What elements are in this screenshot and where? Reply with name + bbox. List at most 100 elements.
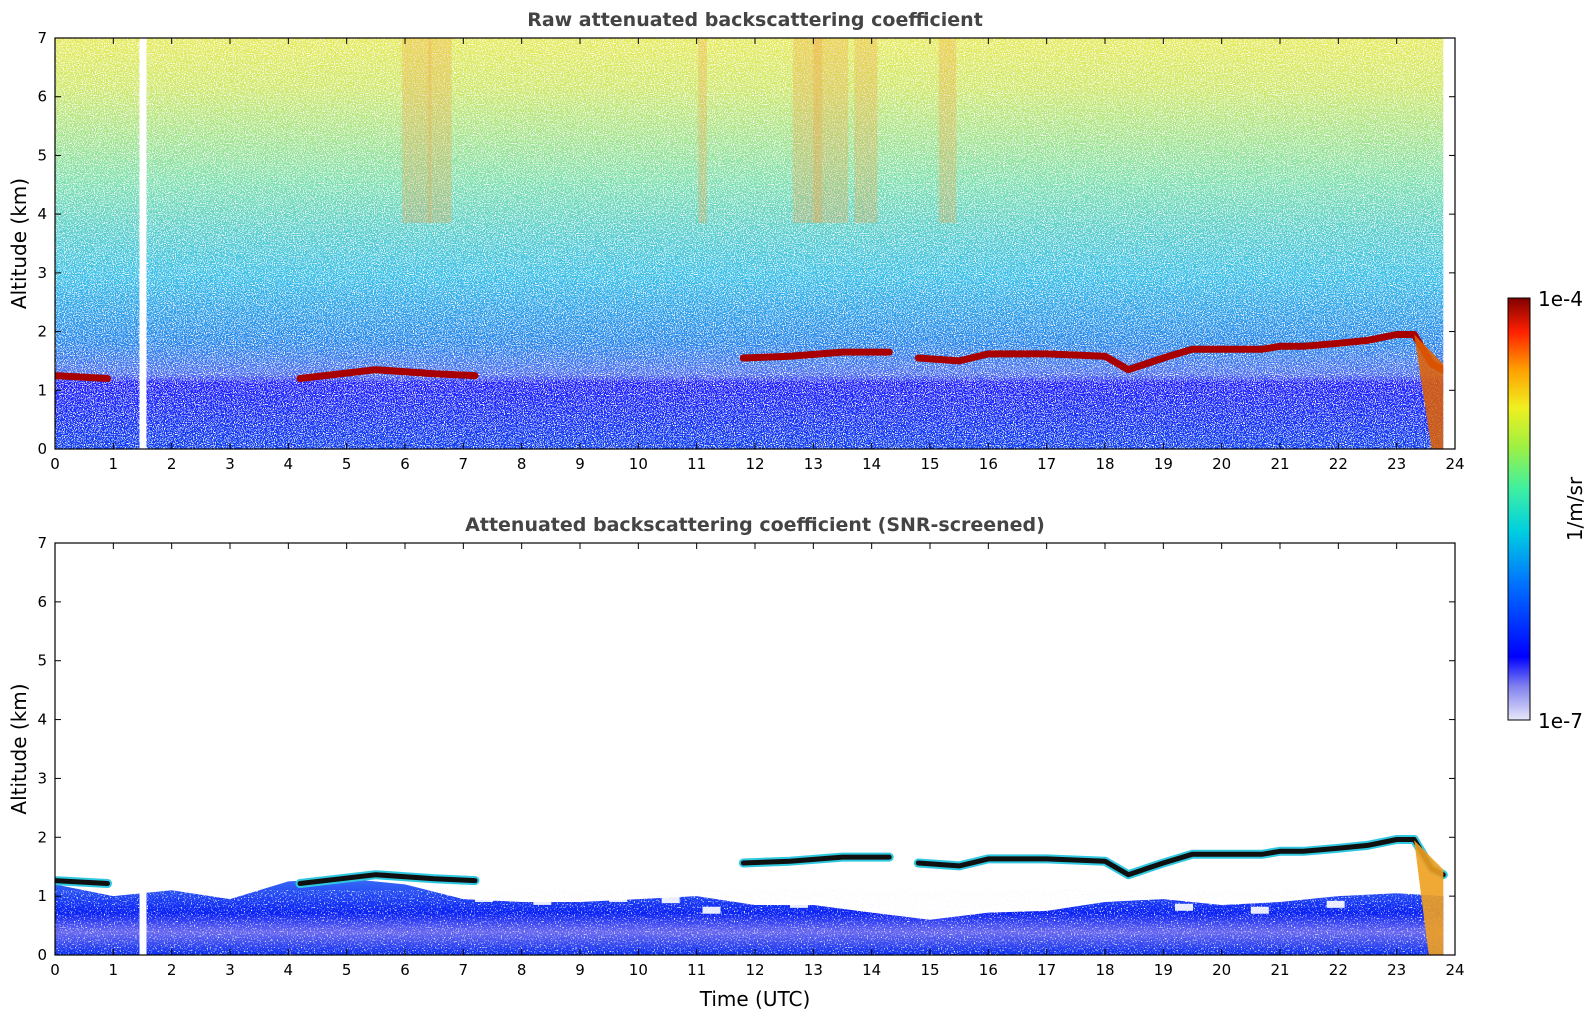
y-tick-label: 7 bbox=[37, 534, 47, 552]
x-tick-label: 24 bbox=[1445, 961, 1464, 979]
x-tick-label: 14 bbox=[862, 455, 881, 473]
y-tick-label: 3 bbox=[37, 769, 47, 787]
x-tick-label: 2 bbox=[167, 455, 177, 473]
bottom-cloud-layer bbox=[55, 837, 1446, 886]
y-tick-label: 5 bbox=[37, 652, 47, 670]
x-tick-label: 22 bbox=[1329, 455, 1348, 473]
bottom-y-axis-label: Altitude (km) bbox=[7, 683, 31, 814]
x-tick-label: 6 bbox=[400, 961, 410, 979]
screened-hole bbox=[661, 896, 680, 904]
x-tick-label: 17 bbox=[1037, 961, 1056, 979]
y-tick-label: 1 bbox=[37, 887, 47, 905]
y-tick-label: 3 bbox=[37, 264, 47, 282]
warm-streak bbox=[698, 38, 707, 223]
screened-hole bbox=[790, 900, 808, 908]
x-tick-label: 8 bbox=[517, 961, 527, 979]
warm-streak bbox=[428, 38, 452, 223]
warm-streak bbox=[938, 38, 957, 223]
x-tick-label: 21 bbox=[1270, 455, 1289, 473]
x-tick-label: 11 bbox=[687, 455, 706, 473]
x-tick-label: 16 bbox=[979, 961, 998, 979]
x-tick-label: 9 bbox=[575, 961, 585, 979]
bottom-x-ticks: 0 1 2 3 4 5 6 7 8 9 10 11 12 13 14 15 16 17 18 19 20 21 22 23 24 bbox=[50, 543, 1465, 979]
x-tick-label: 1 bbox=[109, 961, 119, 979]
top-heatmap bbox=[55, 38, 1455, 449]
top-y-axis-label: Altitude (km) bbox=[7, 178, 31, 309]
x-tick-label: 10 bbox=[629, 455, 648, 473]
x-tick-label: 18 bbox=[1095, 961, 1114, 979]
x-tick-label: 8 bbox=[517, 455, 527, 473]
x-tick-label: 12 bbox=[745, 961, 764, 979]
warm-streak bbox=[792, 38, 823, 223]
y-tick-label: 4 bbox=[37, 205, 47, 223]
x-tick-label: 12 bbox=[745, 455, 764, 473]
bottom-heatmap bbox=[55, 543, 1455, 955]
top-x-ticks: 0 1 2 3 4 5 6 7 8 9 10 11 12 13 14 15 16 17 18 19 20 21 22 23 24 bbox=[50, 38, 1465, 473]
top-cloud-layer bbox=[55, 331, 1447, 382]
x-tick-label: 9 bbox=[575, 455, 585, 473]
top-noise-speckle bbox=[55, 38, 1455, 449]
top-data-gap bbox=[139, 38, 147, 449]
top-warm-streaks bbox=[402, 38, 957, 223]
bottom-screened-holes bbox=[475, 894, 1345, 914]
warm-streak bbox=[854, 38, 878, 223]
x-tick-label: 15 bbox=[920, 455, 939, 473]
x-tick-label: 5 bbox=[342, 961, 352, 979]
screened-hole bbox=[1175, 903, 1193, 911]
x-tick-label: 19 bbox=[1154, 455, 1173, 473]
x-tick-label: 22 bbox=[1329, 961, 1348, 979]
x-tick-label: 7 bbox=[459, 455, 469, 473]
bottom-cloud-fallstreak bbox=[1414, 840, 1444, 955]
x-tick-label: 3 bbox=[225, 455, 235, 473]
colorbar-max-label: 1e-4 bbox=[1538, 287, 1583, 311]
y-tick-label: 2 bbox=[37, 828, 47, 846]
x-tick-label: 16 bbox=[979, 455, 998, 473]
x-tick-label: 10 bbox=[629, 961, 648, 979]
x-tick-label: 13 bbox=[804, 961, 823, 979]
y-tick-label: 4 bbox=[37, 711, 47, 729]
y-tick-label: 6 bbox=[37, 593, 47, 611]
bottom-data-gap bbox=[139, 543, 147, 955]
y-tick-label: 0 bbox=[37, 946, 47, 964]
bottom-x-axis-label: Time (UTC) bbox=[699, 987, 811, 1011]
top-chart-title: Raw attenuated backscattering coefficien… bbox=[527, 9, 983, 31]
y-tick-label: 1 bbox=[37, 381, 47, 399]
x-tick-label: 17 bbox=[1037, 455, 1056, 473]
x-tick-label: 14 bbox=[862, 961, 881, 979]
x-tick-label: 23 bbox=[1387, 455, 1406, 473]
colorbar bbox=[1507, 297, 1531, 721]
x-tick-label: 5 bbox=[342, 455, 352, 473]
x-tick-label: 0 bbox=[50, 455, 60, 473]
colorbar-min-label: 1e-7 bbox=[1538, 709, 1583, 733]
bottom-chart-title: Attenuated backscattering coefficient (S… bbox=[465, 514, 1045, 536]
x-tick-label: 15 bbox=[920, 961, 939, 979]
x-tick-label: 18 bbox=[1095, 455, 1114, 473]
x-tick-label: 7 bbox=[459, 961, 469, 979]
warm-streak bbox=[813, 38, 849, 223]
x-tick-label: 20 bbox=[1212, 455, 1231, 473]
screened-hole bbox=[533, 897, 552, 905]
x-tick-label: 6 bbox=[400, 455, 410, 473]
y-tick-label: 7 bbox=[37, 29, 47, 47]
colorbar-unit-label: 1/m/sr bbox=[1563, 476, 1587, 541]
top-y-ticks: 0 1 2 3 4 5 6 7 bbox=[37, 29, 1455, 458]
x-tick-label: 24 bbox=[1445, 455, 1464, 473]
x-tick-label: 19 bbox=[1154, 961, 1173, 979]
x-tick-label: 21 bbox=[1270, 961, 1289, 979]
screened-hole bbox=[609, 894, 628, 902]
x-tick-label: 20 bbox=[1212, 961, 1231, 979]
top-end-gap bbox=[1443, 38, 1455, 449]
bottom-y-ticks: 0 1 2 3 4 5 6 7 bbox=[37, 534, 1455, 964]
x-tick-label: 4 bbox=[284, 455, 294, 473]
top-cloud-fallstreak bbox=[1414, 334, 1444, 449]
y-tick-label: 2 bbox=[37, 323, 47, 341]
warm-streak bbox=[402, 38, 432, 223]
x-tick-label: 2 bbox=[167, 961, 177, 979]
x-tick-label: 0 bbox=[50, 961, 60, 979]
screened-hole bbox=[702, 906, 721, 914]
x-tick-label: 3 bbox=[225, 961, 235, 979]
screened-hole bbox=[1250, 906, 1269, 914]
screened-hole bbox=[1326, 900, 1345, 908]
x-tick-label: 1 bbox=[109, 455, 119, 473]
